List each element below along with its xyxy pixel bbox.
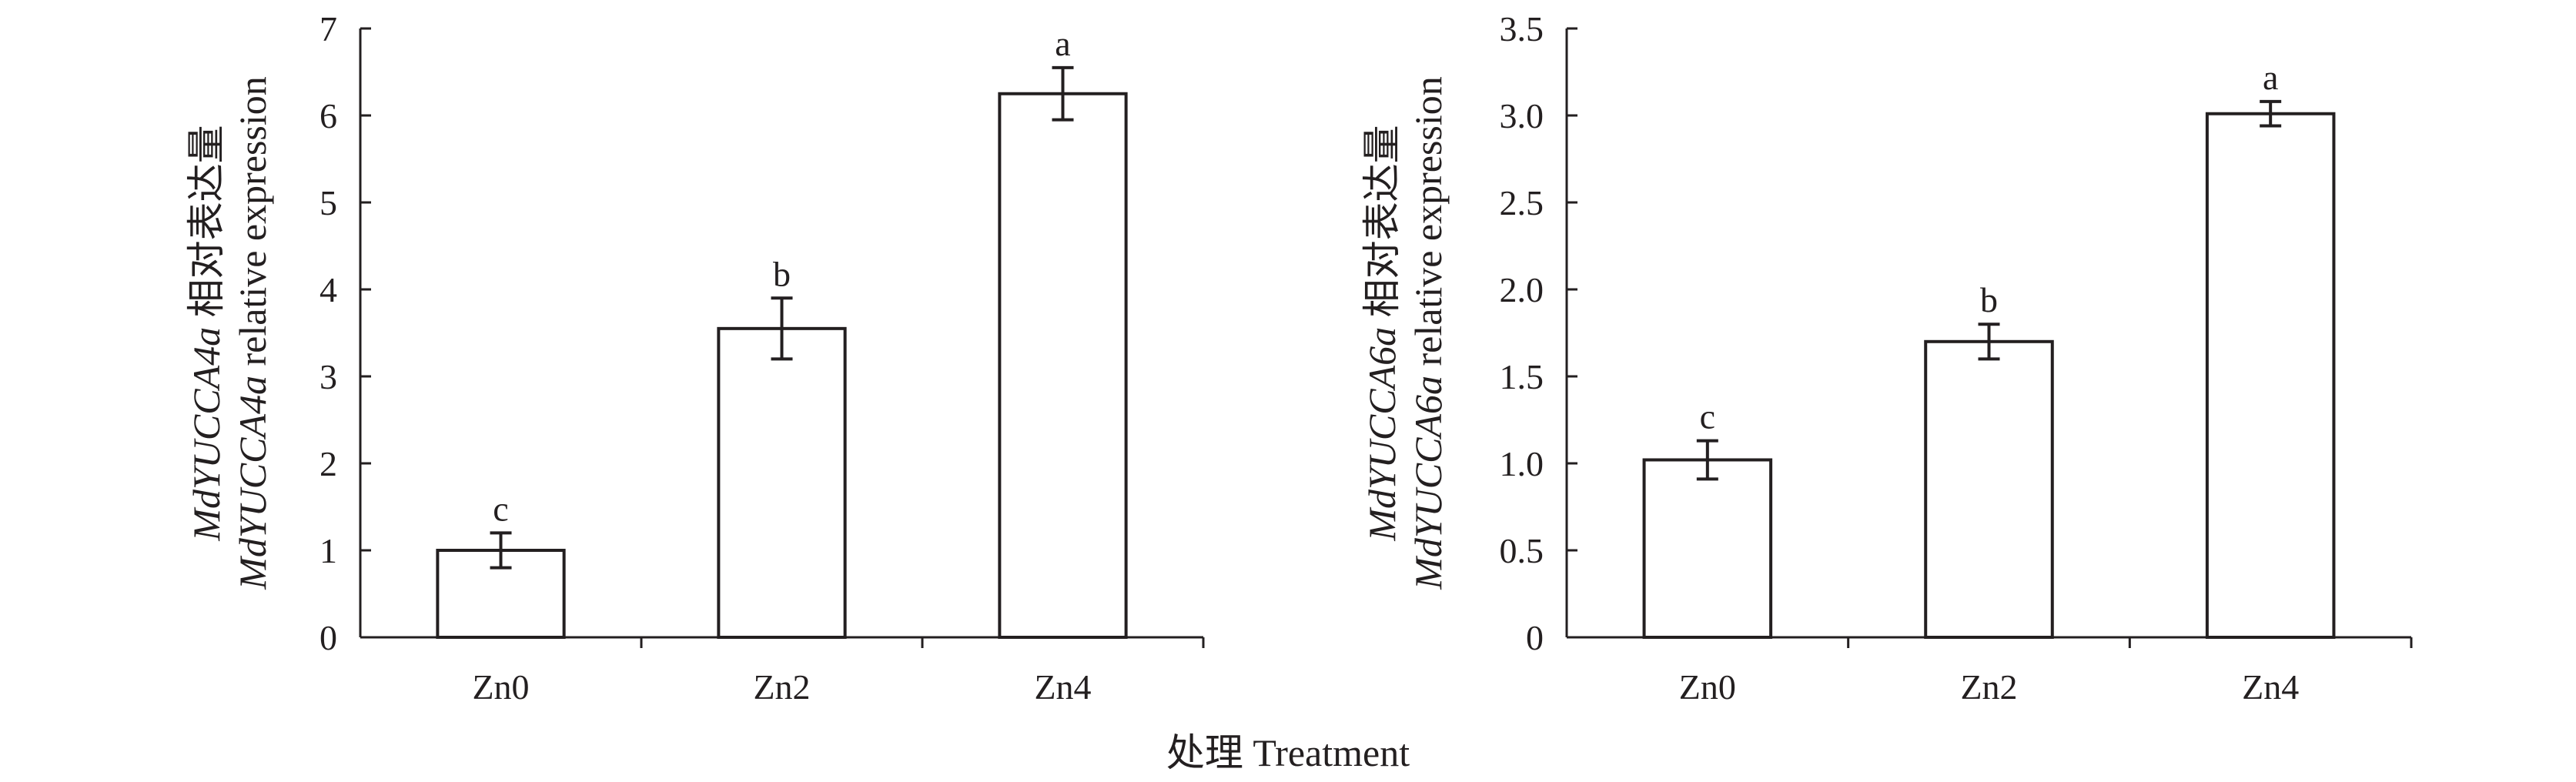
y-tick-label: 3	[319, 357, 337, 396]
bar-zn2	[717, 326, 847, 639]
y-tick-label: 6	[319, 96, 337, 135]
error-bar	[1052, 65, 1074, 122]
significance-letter: c	[493, 489, 508, 528]
y-tick-label: 3.0	[1500, 96, 1544, 135]
significance-letter: a	[2263, 58, 2278, 97]
bar-zn0	[1642, 458, 1773, 639]
y-tick-label: 4	[319, 270, 337, 309]
y-axis-label-en: MdYUCCA4a relative expression	[231, 76, 274, 590]
y-axis-label-en: MdYUCCA6a relative expression	[1407, 76, 1450, 590]
x-category-label: Zn2	[753, 667, 810, 707]
significance-letter: a	[1055, 24, 1070, 63]
significance-letter: b	[773, 254, 791, 293]
x-category-label: Zn2	[1960, 667, 2017, 707]
y-tick-label: 2.5	[1500, 183, 1544, 222]
bar-zn4	[998, 92, 1128, 639]
y-tick-label: 1.0	[1500, 444, 1544, 483]
y-axis-label-cn: MdYUCCA6a 相对表达量	[1360, 125, 1403, 541]
x-category-label: Zn0	[1679, 667, 1736, 707]
bar-zn0	[436, 549, 566, 639]
bar-zn2	[1924, 339, 2054, 639]
y-tick-label: 0	[1526, 618, 1544, 657]
y-axis-label-cn: MdYUCCA4a 相对表达量	[185, 125, 228, 541]
x-category-label: Zn4	[2242, 667, 2299, 707]
significance-letter: b	[1980, 280, 1998, 319]
y-tick-label: 1.5	[1500, 357, 1544, 396]
y-tick-label: 2	[319, 444, 337, 483]
error-bar	[1696, 439, 1718, 481]
y-tick-label: 2.0	[1500, 270, 1544, 309]
y-tick-label: 5	[319, 183, 337, 222]
significance-letter: c	[1700, 397, 1715, 436]
y-tick-label: 0.5	[1500, 531, 1544, 570]
error-bar	[2260, 99, 2282, 128]
chart-panel-right: 0 0.5 1.0 1.5 2.0 2.5 3.0 3.5 c Zn0 b Zn2 a Zn4 MdYUCC…	[1360, 9, 2413, 707]
y-tick-label: 7	[319, 9, 337, 48]
error-bar	[771, 296, 793, 361]
y-tick-label: 1	[319, 531, 337, 570]
error-bar	[1978, 322, 2000, 361]
x-category-label: Zn4	[1034, 667, 1091, 707]
y-tick-label: 3.5	[1500, 9, 1544, 48]
chart-panel-left: 0 1 2 3 4 5 6 7 c Zn0 b Zn2 a Zn4 MdYUCCA4a 相对表达量MdYUC…	[185, 9, 1205, 707]
error-bar	[490, 531, 512, 570]
bar-zn4	[2205, 112, 2336, 640]
y-tick-label: 0	[319, 618, 337, 657]
x-category-label: Zn0	[472, 667, 529, 707]
shared-x-axis-label: 处理 Treatment	[1166, 731, 1410, 774]
